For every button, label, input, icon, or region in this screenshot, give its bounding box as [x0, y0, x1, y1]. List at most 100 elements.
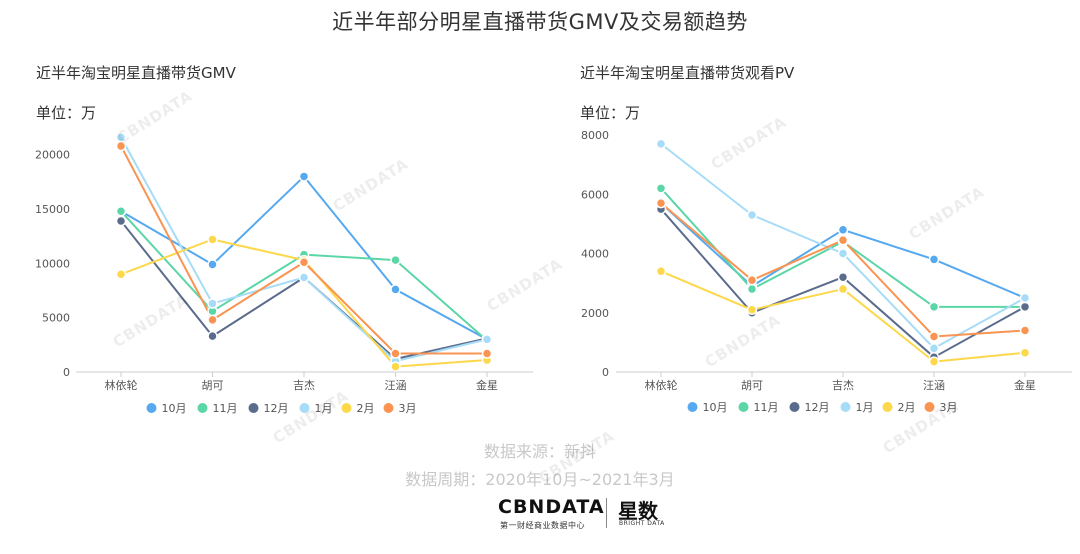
x-tick-label: 林依轮: [645, 378, 678, 392]
cbndata-logo-subtitle: 第一财经商业数据中心: [500, 521, 585, 530]
legend-marker: [383, 403, 394, 413]
legend-item: 10月: [146, 402, 187, 415]
data-point: [207, 259, 218, 270]
left-chart-title: 近半年淘宝明星直播带货GMV: [36, 64, 236, 82]
data-point: [928, 343, 940, 354]
data-point: [1019, 301, 1031, 313]
legend-marker: [299, 403, 310, 413]
legend-label: 11月: [213, 402, 238, 415]
data-point: [655, 138, 667, 150]
legend-item: 12月: [789, 401, 830, 414]
data-point: [115, 215, 127, 227]
xingshu-logo-subtitle: BRIGHT DATA: [619, 520, 665, 527]
legend-marker: [738, 402, 749, 412]
data-point: [837, 234, 849, 246]
data-point: [390, 284, 401, 295]
data-point: [115, 268, 127, 280]
legend-label: 3月: [399, 402, 417, 415]
data-point: [1019, 325, 1031, 336]
data-point: [928, 331, 940, 342]
legend-marker: [146, 403, 157, 413]
legend-item: 11月: [197, 402, 238, 415]
data-point: [115, 140, 127, 152]
x-tick-label: 金星: [476, 378, 498, 392]
legend-item: 10月: [687, 401, 728, 414]
right-chart-title: 近半年淘宝明星直播带货观看PV: [580, 64, 795, 82]
legend-marker: [248, 403, 259, 413]
logo-divider: [606, 498, 607, 528]
y-tick-label: 0: [63, 366, 70, 379]
data-point: [390, 348, 401, 359]
data-point: [207, 234, 218, 245]
main-title: 近半年部分明星直播带货GMV及交易额趋势: [332, 10, 748, 34]
y-tick-label: 20000: [35, 149, 70, 162]
data-point: [655, 266, 667, 277]
data-point: [1019, 292, 1031, 304]
data-period: 数据周期：2020年10月~2021年3月: [405, 470, 675, 489]
y-tick-label: 8000: [581, 129, 609, 142]
right-chart-unit: 单位：万: [580, 104, 641, 122]
legend-item: 2月: [882, 401, 916, 414]
legend-item: 1月: [840, 401, 874, 414]
y-tick-label: 2000: [581, 307, 609, 320]
data-point: [390, 254, 401, 266]
legend-marker: [789, 402, 800, 412]
cbndata-logo: CBNDATA: [498, 496, 605, 518]
data-point: [837, 224, 849, 236]
legend-marker: [341, 403, 352, 413]
xingshu-logo: 星数: [618, 499, 658, 523]
x-tick-label: 汪涵: [385, 378, 407, 392]
data-point: [207, 330, 218, 342]
data-point: [928, 254, 940, 265]
legend-label: 10月: [162, 402, 187, 415]
x-tick-label: 吉杰: [832, 379, 854, 392]
x-tick-label: 金星: [1014, 378, 1036, 392]
x-tick-label: 胡可: [741, 378, 763, 392]
data-point: [481, 348, 493, 359]
legend-item: 1月: [299, 402, 333, 415]
legend-marker: [924, 402, 935, 412]
data-point: [746, 283, 758, 295]
y-tick-label: 5000: [42, 312, 70, 325]
x-tick-label: 林依轮: [105, 378, 138, 392]
legend-marker: [197, 403, 208, 413]
y-tick-label: 10000: [35, 257, 70, 270]
legend-label: 10月: [703, 401, 728, 414]
data-point: [837, 283, 849, 295]
legend-label: 2月: [898, 401, 916, 414]
left-chart-unit: 单位：万: [36, 104, 97, 122]
y-tick-label: 15000: [35, 203, 70, 216]
legend-label: 2月: [357, 402, 375, 415]
y-tick-label: 6000: [581, 188, 609, 201]
legend-item: 3月: [924, 401, 958, 414]
data-point: [837, 271, 849, 283]
data-point: [746, 274, 758, 286]
x-tick-label: 汪涵: [923, 378, 945, 392]
data-point: [1019, 347, 1031, 358]
data-point: [207, 314, 218, 326]
legend-label: 3月: [940, 401, 958, 414]
legend-label: 1月: [315, 402, 333, 415]
x-tick-label: 胡可: [202, 378, 224, 392]
legend-marker: [840, 402, 851, 412]
legend-item: 12月: [248, 402, 289, 415]
legend-item: 2月: [341, 402, 375, 415]
data-source: 数据来源：新抖: [483, 442, 596, 461]
data-point: [928, 356, 940, 367]
data-point: [655, 197, 667, 209]
y-tick-label: 4000: [581, 248, 609, 261]
data-point: [298, 257, 310, 268]
legend-item: 3月: [383, 402, 417, 415]
data-point: [390, 361, 401, 372]
data-point: [115, 205, 127, 217]
data-point: [746, 209, 758, 221]
y-tick-label: 0: [602, 366, 609, 379]
data-point: [837, 248, 849, 259]
legend-label: 12月: [264, 402, 289, 415]
data-point: [298, 272, 310, 283]
legend-label: 1月: [856, 401, 874, 414]
legend-marker: [687, 402, 698, 412]
x-tick-label: 吉杰: [293, 379, 315, 392]
